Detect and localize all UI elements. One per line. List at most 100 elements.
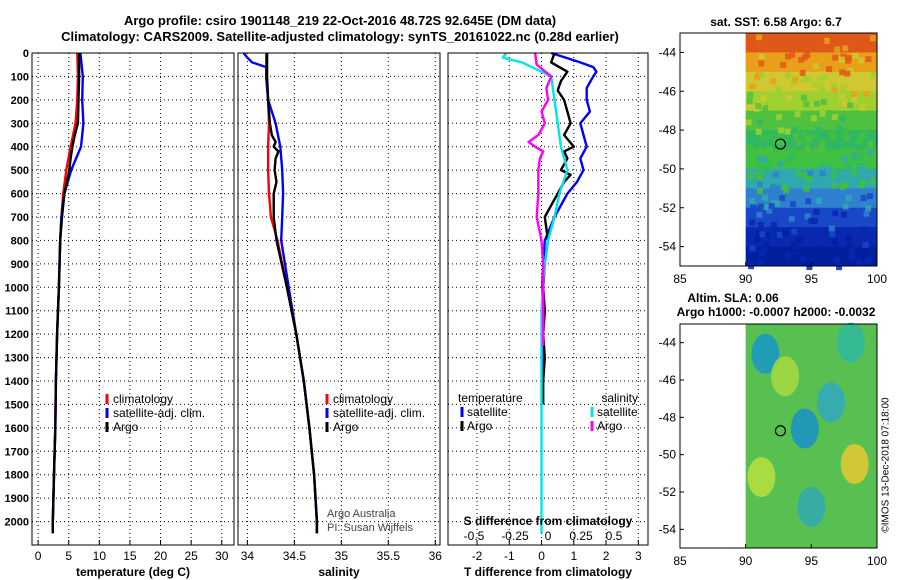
- sst-map-panel: -44 -46 -48 -50 -52 -54 85 90 95 100 sat. SST: 6.5…: [659, 15, 888, 286]
- sst-pixel: [811, 81, 818, 88]
- sst-pixel: [863, 90, 870, 97]
- x-tick-label: 3: [635, 549, 642, 563]
- sst-pixel: [829, 231, 836, 238]
- sst-pixel: [756, 34, 763, 41]
- sst-pixel: [845, 235, 852, 242]
- sst-pixel: [803, 185, 810, 192]
- sst-pixel: [844, 260, 851, 267]
- sst-pixel: [757, 252, 764, 259]
- sst-pixel: [757, 44, 764, 51]
- sst-pixel: [806, 136, 813, 143]
- sst-pixel: [867, 140, 874, 147]
- sst-pixel: [756, 181, 763, 188]
- sla-blob: [771, 356, 800, 397]
- y-tick-label: 800: [11, 235, 29, 247]
- legend-label: satellite: [467, 405, 508, 419]
- sst-pixel: [780, 61, 787, 68]
- sst-pixel: [860, 132, 867, 139]
- y-tick-label: 1000: [5, 282, 29, 294]
- x-tick-label: 30: [215, 549, 229, 563]
- x-tick-label: 35.5: [377, 549, 401, 563]
- sst-pixel: [764, 164, 771, 171]
- sst-pixel: [774, 38, 781, 45]
- x-tick-label: 34.5: [283, 549, 307, 563]
- sst-pixel: [851, 96, 858, 103]
- sla-map-title: Altim. SLA: 0.06: [687, 291, 779, 305]
- sst-pixel: [785, 94, 792, 101]
- y-tick-label: 1300: [5, 353, 29, 365]
- sst-band: [745, 207, 877, 228]
- sst-pixel: [810, 133, 817, 140]
- series-line-satellite-adj-clim-: [242, 52, 319, 534]
- sst-pixel: [859, 179, 866, 186]
- secondary-tick-label: 0.25: [569, 529, 593, 543]
- sst-pixel: [758, 53, 765, 60]
- sst-pixel: [839, 259, 846, 265]
- sst-pixel: [749, 198, 756, 204]
- map-lat-label: -54: [659, 522, 677, 536]
- secondary-tick-label: -0.25: [501, 529, 529, 543]
- sst-pixel: [807, 170, 814, 177]
- sst-pixel: [811, 218, 818, 224]
- legend-title-salinity: salinity: [601, 391, 638, 405]
- difference-panel: -2 -1 0 1 2 3T difference from climatology tem…: [447, 51, 649, 579]
- sst-map-title: sat. SST: 6.58 Argo: 6.7: [710, 15, 842, 29]
- sst-pixel: [828, 225, 835, 232]
- sst-pixel: [841, 211, 847, 218]
- map-frame: [679, 32, 878, 267]
- sst-pixel: [796, 236, 803, 243]
- plot-frame: [237, 52, 441, 546]
- sst-pixel: [784, 128, 791, 135]
- sst-pixel: [757, 258, 764, 265]
- secondary-axis-label: S difference from climatology: [464, 514, 633, 528]
- y-tick-label: 1800: [5, 470, 29, 482]
- sst-pixel: [798, 56, 805, 63]
- sst-pixel: [781, 184, 788, 191]
- sst-pixel: [848, 254, 855, 261]
- sst-pixel: [817, 83, 824, 90]
- sst-pixel: [790, 201, 797, 208]
- sst-pixel: [760, 134, 767, 141]
- sst-pixel: [828, 131, 835, 138]
- sst-pixel: [840, 128, 847, 135]
- map-lon-label: 85: [673, 272, 687, 286]
- sst-pixel: [788, 215, 795, 222]
- sst-pixel: [780, 139, 787, 146]
- sst-pixel: [791, 228, 798, 235]
- sst-pixel: [763, 231, 770, 238]
- sst-pixel: [822, 74, 829, 81]
- sst-pixel: [819, 110, 826, 117]
- sst-pixel: [793, 133, 800, 139]
- legend-label: climatology: [333, 392, 393, 406]
- sst-pixel: [749, 219, 756, 226]
- sst-pixel: [860, 226, 867, 233]
- sst-pixel: [750, 254, 757, 261]
- y-tick-label: 1100: [5, 306, 29, 318]
- x-tick-label: 2: [603, 549, 610, 563]
- sst-pixel: [802, 138, 809, 145]
- sst-pixel: [762, 204, 769, 211]
- sst-pixel: [805, 176, 812, 183]
- sst-pixel: [819, 170, 826, 177]
- legend-label: Argo: [597, 419, 623, 433]
- plot-title-line2: Climatology: CARS2009. Satellite-adjuste…: [61, 29, 619, 44]
- sst-pixel: [842, 203, 849, 210]
- y-tick-label: 300: [11, 118, 29, 130]
- x-tick-label: 10: [93, 549, 107, 563]
- sst-pixel: [766, 146, 773, 153]
- sst-pixel: [869, 178, 876, 184]
- y-tick-label: 1700: [5, 446, 29, 458]
- map-lat-label: -46: [659, 373, 677, 387]
- series-line-climatology: [51, 52, 80, 534]
- sst-pixel: [856, 163, 862, 170]
- sst-pixel: [830, 172, 837, 179]
- legend-title-temperature: temperature: [458, 391, 523, 405]
- sst-pixel: [758, 148, 765, 154]
- sst-pixel: [788, 148, 794, 155]
- sst-pixel: [869, 72, 876, 79]
- map-lat-label: -50: [659, 448, 677, 462]
- series-line-salinity-argo: [527, 52, 553, 346]
- series-line-salinity-satellite: [501, 52, 569, 534]
- sst-pixel: [749, 204, 756, 211]
- map-lat-label: -52: [659, 485, 677, 499]
